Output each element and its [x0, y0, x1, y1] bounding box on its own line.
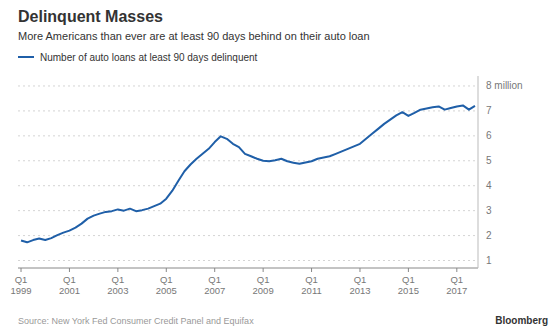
- x-tick-label: Q12005: [156, 274, 177, 296]
- y-tick-label: 6: [486, 130, 492, 141]
- line: [21, 105, 475, 242]
- x-tick: [214, 268, 215, 272]
- y-tick-label: 5: [486, 155, 492, 166]
- x-tick: [117, 268, 118, 272]
- x-tick-label: Q12013: [349, 274, 370, 296]
- x-tick-label: Q12009: [253, 274, 274, 296]
- legend-swatch: [18, 56, 34, 58]
- x-tick: [263, 268, 264, 272]
- y-tick-label: 2: [486, 230, 492, 241]
- y-tick-label: 7: [486, 105, 492, 116]
- grid-line: [18, 260, 478, 261]
- grid: [18, 86, 478, 261]
- x-tick: [166, 268, 167, 272]
- source: Source: New York Fed Consumer Credit Pan…: [18, 316, 254, 326]
- grid-line: [18, 210, 478, 211]
- y-tick-label: 1: [486, 255, 492, 266]
- x-axis-line: [18, 268, 478, 269]
- legend-label: Number of auto loans at least 90 days de…: [40, 52, 258, 63]
- y-axis-line: [478, 76, 479, 268]
- x-tick: [456, 268, 457, 272]
- x-tick: [21, 268, 22, 272]
- chart: Delinquent Masses More Americans than eve…: [0, 0, 560, 332]
- y-tick-label: 3: [486, 205, 492, 216]
- x-tick: [359, 268, 360, 272]
- x-tick-label: Q12001: [59, 274, 80, 296]
- grid-line: [18, 135, 478, 136]
- x-tick: [408, 268, 409, 272]
- x-tick-label: Q12003: [107, 274, 128, 296]
- title: Delinquent Masses: [18, 8, 163, 25]
- x-tick-label: Q12017: [446, 274, 467, 296]
- grid-line: [18, 110, 478, 111]
- y-tick-label: 4: [486, 180, 492, 191]
- x-tick-label: Q12015: [398, 274, 419, 296]
- x-tick-label: Q11999: [10, 274, 31, 296]
- credit: Bloomberg: [495, 315, 548, 326]
- grid-line: [18, 185, 478, 186]
- x-tick: [311, 268, 312, 272]
- legend: Number of auto loans at least 90 days de…: [18, 52, 258, 63]
- subtitle: More Americans than ever are at least 90…: [18, 30, 370, 42]
- grid-line: [18, 160, 478, 161]
- plot-area: [21, 105, 475, 242]
- annotation: 8 million: [486, 80, 523, 91]
- annotation-line: [18, 85, 478, 86]
- grid-line: [18, 235, 478, 236]
- x-tick: [69, 268, 70, 272]
- x-tick-label: Q12007: [204, 274, 225, 296]
- x-tick-label: Q12011: [301, 274, 321, 296]
